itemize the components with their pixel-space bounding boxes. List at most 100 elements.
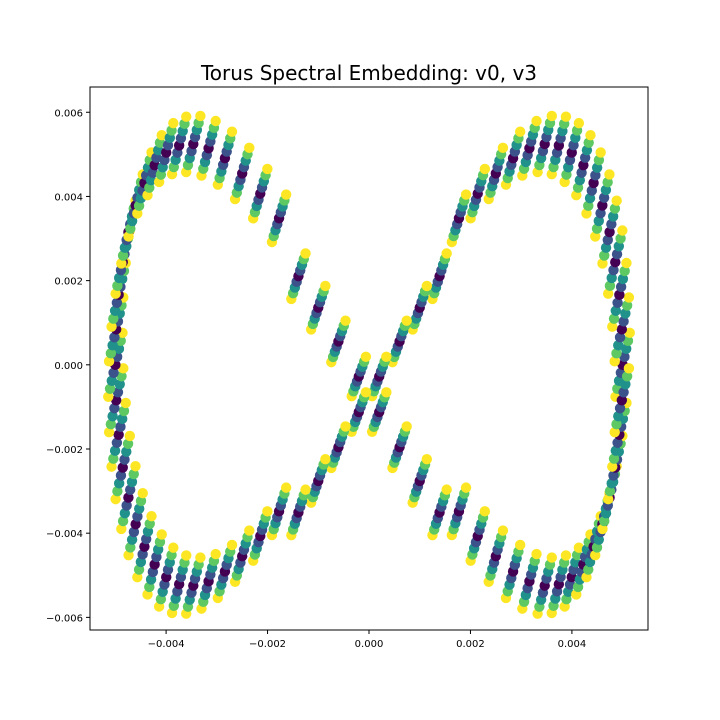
y-axis-ticks: −0.006 −0.004 −0.002 0.000 0.002 0.004 0.006 <box>46 108 90 624</box>
scatter-point <box>606 219 617 230</box>
scatter-point <box>479 163 491 175</box>
scatter-point <box>624 327 635 339</box>
scatter-point <box>421 280 433 292</box>
scatter-point <box>113 429 124 440</box>
scatter-points <box>103 110 635 619</box>
scatter-point <box>591 223 603 234</box>
chart-title: Torus Spectral Embedding: v0, v3 <box>200 61 537 85</box>
scatter-point <box>607 461 618 472</box>
scatter-point <box>608 470 619 481</box>
scatter-point <box>103 356 115 367</box>
scatter-point <box>610 305 622 316</box>
scatter-point <box>531 115 542 127</box>
scatter-point <box>112 486 123 497</box>
scatter-point <box>126 476 138 488</box>
scatter-point <box>244 142 255 154</box>
y-tick-label: 0.002 <box>54 277 83 288</box>
scatter-point <box>460 189 472 200</box>
scatter-point <box>620 308 631 319</box>
scatter-point <box>340 315 351 326</box>
scatter-point <box>113 272 125 284</box>
scatter-point <box>614 332 626 343</box>
scatter-point <box>108 453 119 464</box>
scatter-point <box>320 453 331 465</box>
scatter-point <box>615 233 626 244</box>
scatter-point <box>123 231 134 242</box>
scatter-point <box>609 203 621 214</box>
scatter-point <box>116 413 128 425</box>
scatter-point <box>560 550 572 561</box>
scatter-point <box>614 289 625 301</box>
scatter-point <box>600 184 612 196</box>
y-tick-label: 0.004 <box>54 192 83 203</box>
scatter-point <box>123 492 134 503</box>
y-tick-label: 0.006 <box>54 108 83 119</box>
scatter-point <box>611 195 622 206</box>
scatter-point <box>108 367 119 379</box>
scatter-point <box>612 437 623 448</box>
x-tick-label: 0.000 <box>355 639 384 650</box>
scatter-point <box>117 515 129 527</box>
scatter-point <box>610 445 622 456</box>
scatter-point <box>620 379 631 390</box>
scatter-point <box>109 445 121 456</box>
scatter-point <box>604 169 615 180</box>
scatter-point <box>606 272 617 284</box>
scatter-point <box>168 117 179 129</box>
scatter-point <box>613 411 624 422</box>
scatter-point <box>615 281 627 293</box>
scatter-point <box>614 403 626 414</box>
scatter-point <box>613 340 624 351</box>
scatter-point <box>107 411 118 422</box>
scatter-point <box>381 351 392 362</box>
scatter-point <box>621 300 633 311</box>
scatter-point <box>110 288 121 299</box>
scatter-point <box>118 405 130 417</box>
scatter-point <box>135 495 147 507</box>
scatter-point <box>607 211 619 222</box>
scatter-point <box>168 542 179 553</box>
scatter-point <box>560 111 572 122</box>
scatter-point <box>124 430 136 442</box>
scatter-point <box>600 508 612 519</box>
scatter-point <box>110 493 121 505</box>
scatter-point <box>106 321 117 332</box>
scatter-point <box>121 446 132 457</box>
x-axis-ticks: −0.004 −0.002 0.000 0.002 0.004 <box>148 630 586 650</box>
scatter-point <box>612 297 623 308</box>
scatter-point <box>320 280 331 292</box>
scatter-point <box>117 250 129 261</box>
scatter-point <box>226 126 238 137</box>
scatter-point <box>573 542 585 553</box>
scatter-point <box>113 478 125 489</box>
scatter-point <box>599 250 610 261</box>
scatter-point <box>401 315 412 326</box>
scatter-point <box>262 163 273 175</box>
scatter-point <box>623 363 635 374</box>
scatter-point <box>126 215 138 227</box>
scatter-point <box>146 510 157 522</box>
y-tick-label: −0.002 <box>46 445 83 456</box>
scatter-point <box>617 225 628 236</box>
scatter-point <box>103 391 114 403</box>
scatter-point <box>597 523 608 535</box>
scatter-point <box>597 258 608 269</box>
scatter-point <box>115 421 126 433</box>
scatter-point <box>621 371 633 382</box>
scatter-point <box>132 511 143 522</box>
scatter-point <box>602 234 614 246</box>
scatter-point <box>119 508 131 519</box>
scatter-point <box>300 484 311 495</box>
scatter-point <box>608 313 620 324</box>
scatter-point <box>181 550 192 561</box>
scatter-point <box>130 461 141 472</box>
scatter-point <box>441 248 452 259</box>
scatter-point <box>126 534 138 545</box>
scatter-point <box>600 242 612 253</box>
scatter-point <box>262 506 273 517</box>
scatter-point <box>598 192 610 203</box>
scatter-point <box>112 387 124 398</box>
scatter-point <box>590 549 601 561</box>
scatter-point <box>116 258 127 269</box>
